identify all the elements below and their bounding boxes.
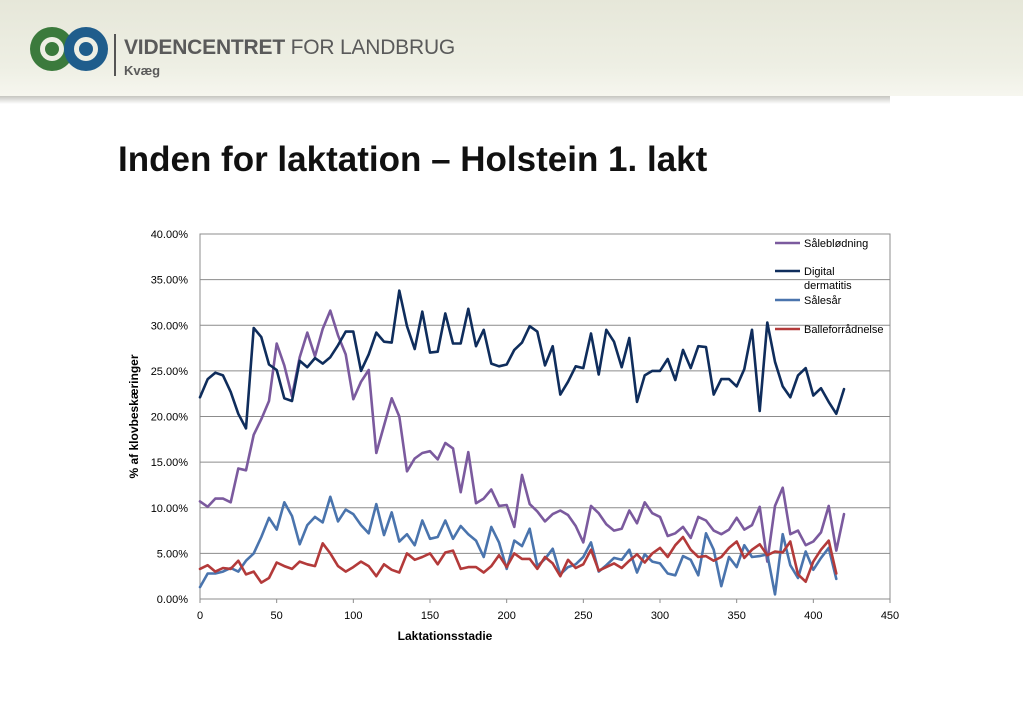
y-axis-title: % af klovbeskæringer — [127, 354, 141, 478]
x-tick-label: 150 — [421, 610, 439, 622]
y-tick-label: 0.00% — [157, 594, 188, 606]
legend-label-2-line2: dermatitis — [804, 280, 852, 292]
brand-logo — [30, 27, 108, 71]
y-tick-label: 35.00% — [151, 275, 189, 287]
x-tick-label: 450 — [881, 610, 899, 622]
brand-subtitle: Kvæg — [124, 63, 161, 78]
legend-label-4: Balleforrådnelse — [804, 324, 884, 336]
brand-title: VIDENCENTRET FOR LANDBRUG — [124, 36, 455, 60]
y-tick-label: 5.00% — [157, 548, 188, 560]
y-tick-label: 10.00% — [151, 503, 189, 515]
y-tick-label: 15.00% — [151, 457, 189, 469]
x-tick-label: 300 — [651, 610, 669, 622]
x-tick-label: 50 — [271, 610, 283, 622]
series-line-3 — [198, 495, 838, 596]
header-band — [0, 0, 1023, 96]
brand-light: FOR LANDBRUG — [290, 36, 456, 59]
y-tick-label: 20.00% — [151, 412, 189, 424]
x-tick-label: 400 — [804, 610, 822, 622]
x-tick-label: 0 — [197, 610, 203, 622]
x-tick-label: 250 — [574, 610, 592, 622]
x-tick-label: 350 — [727, 610, 745, 622]
series-line-2 — [198, 289, 846, 430]
y-tick-label: 30.00% — [151, 320, 189, 332]
slide-title: Inden for laktation – Holstein 1. lakt — [118, 140, 708, 179]
y-tick-label: 25.00% — [151, 366, 189, 378]
legend-label-2-line1: Digital — [804, 266, 835, 278]
series-line-4 — [198, 535, 838, 584]
y-tick-label: 40.00% — [151, 229, 189, 241]
brand-bold: VIDENCENTRET — [124, 36, 285, 59]
logo-divider — [114, 34, 116, 76]
header-shadow — [0, 96, 890, 104]
legend-label-1: Såleblødning — [804, 238, 868, 250]
series-line-1 — [198, 309, 846, 563]
x-tick-label: 100 — [344, 610, 362, 622]
legend-label-3: Sålesår — [804, 295, 842, 307]
x-axis-title: Laktationsstadie — [398, 629, 493, 643]
x-tick-label: 200 — [497, 610, 515, 622]
